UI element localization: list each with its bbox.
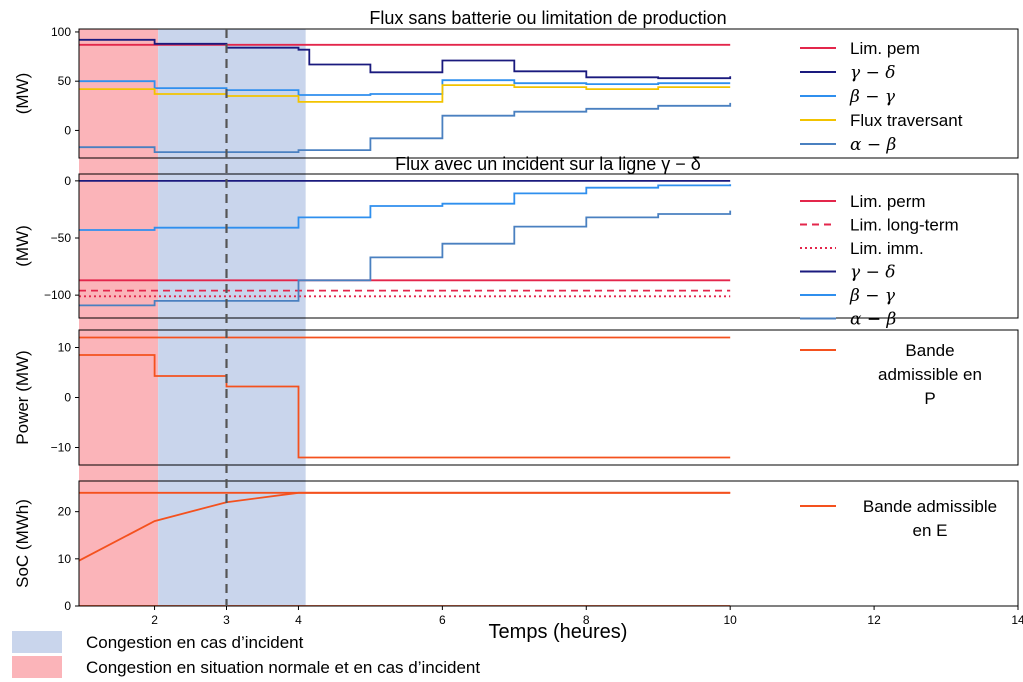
series-line [79, 184, 732, 231]
panel-3-legend: Bande admissible en P [800, 341, 982, 408]
legend-label: Flux traversant [850, 111, 963, 130]
series-line [79, 102, 732, 153]
panel-frame [78, 28, 1019, 159]
legend-swatch-normal [12, 656, 62, 678]
x-axis-label: Temps (heures) [489, 621, 628, 643]
y-tick-label: 0 [64, 123, 71, 137]
legend-label-incident: Congestion en cas d’incident [86, 633, 304, 652]
y-tick-label: 0 [64, 174, 71, 188]
legend-label: Lim. imm. [850, 239, 924, 258]
x-tick-label: 14 [1011, 613, 1023, 627]
y-tick-label: −10 [51, 441, 72, 455]
legend-label: γ − δ [850, 63, 895, 83]
y-axis-label: Power (MW) [13, 350, 32, 444]
legend-label: Lim. pem [850, 39, 920, 58]
legend-label-normal: Congestion en situation normale et en ca… [86, 658, 480, 677]
y-tick-label: 0 [64, 391, 71, 405]
series-line [79, 79, 731, 96]
series-line [79, 210, 732, 307]
y-tick-label: 10 [58, 341, 72, 355]
legend-label: en E [913, 521, 948, 540]
panel-1-series [79, 38, 732, 153]
y-tick-label: −50 [51, 231, 72, 245]
panel-frame [78, 173, 1019, 319]
y-tick-label: 20 [58, 505, 72, 519]
legend-label: Bande [905, 341, 954, 360]
y-axis-label: (MW) [13, 225, 32, 267]
y-axis-label: SoC (MWh) [13, 499, 32, 588]
region-legend: Congestion en cas d’incident Congestion … [12, 631, 480, 678]
y-axis-label: (MW) [13, 73, 32, 115]
legend-label: Lim. perm [850, 192, 926, 211]
legend-label: β − γ [849, 286, 896, 306]
legend-label: admissible en [878, 365, 982, 384]
panel-4: 20 10 0 SoC (MWh) Bande admissible en E [13, 480, 1019, 613]
legend-label: α − β [850, 135, 897, 155]
legend-label: Bande admissible [863, 497, 997, 516]
legend-label: β − γ [849, 87, 896, 107]
panel-frame [78, 480, 1019, 607]
x-tick-label: 12 [867, 613, 881, 627]
legend-label: γ − δ [850, 263, 895, 283]
y-tick-label: −100 [44, 288, 71, 302]
y-tick-label: 0 [64, 599, 71, 613]
panel-1-legend: Lim. pem γ − δ β − γ Flux traversant α − β [800, 39, 963, 155]
x-tick-label: 6 [439, 613, 446, 627]
x-tick-label: 2 [151, 613, 158, 627]
x-tick-label: 4 [295, 613, 302, 627]
panel-2-legend: Lim. perm Lim. long-term Lim. imm. γ − δ β −… [800, 192, 959, 330]
x-tick-label: 3 [223, 613, 230, 627]
y-tick-label: 10 [58, 552, 72, 566]
x-tick-label: 10 [724, 613, 738, 627]
legend-label: α − β [850, 310, 897, 330]
panel-2-series [79, 180, 732, 307]
panel-1: 100 50 0 (MW) Flux sans batterie ou limitati… [13, 8, 1019, 159]
panel-4-legend: Bande admissible en E [800, 497, 997, 540]
legend-label: Lim. long-term [850, 216, 959, 235]
panel-title: Flux avec un incident sur la ligne γ − δ [395, 154, 701, 174]
panel-title: Flux sans batterie ou limitation de prod… [369, 8, 726, 28]
legend-label: P [924, 389, 935, 408]
legend-swatch-incident [12, 631, 62, 653]
series-line [79, 84, 731, 103]
y-tick-label: 50 [58, 74, 72, 88]
panel-3: 10 0 −10 Power (MW) Bande admissible en P [13, 329, 1019, 466]
x-tick-label: 8 [583, 613, 590, 627]
y-tick-label: 100 [51, 25, 71, 39]
x-axis: Temps (heures) 2 3 4 6 8 10 12 14 [151, 606, 1023, 643]
panel-2: 0 −50 −100 (MW) Flux avec un incident sur la… [13, 154, 1019, 330]
